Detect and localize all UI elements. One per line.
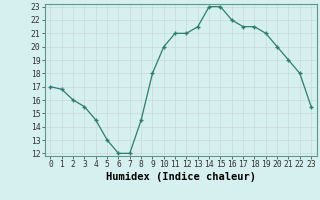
- X-axis label: Humidex (Indice chaleur): Humidex (Indice chaleur): [106, 172, 256, 182]
